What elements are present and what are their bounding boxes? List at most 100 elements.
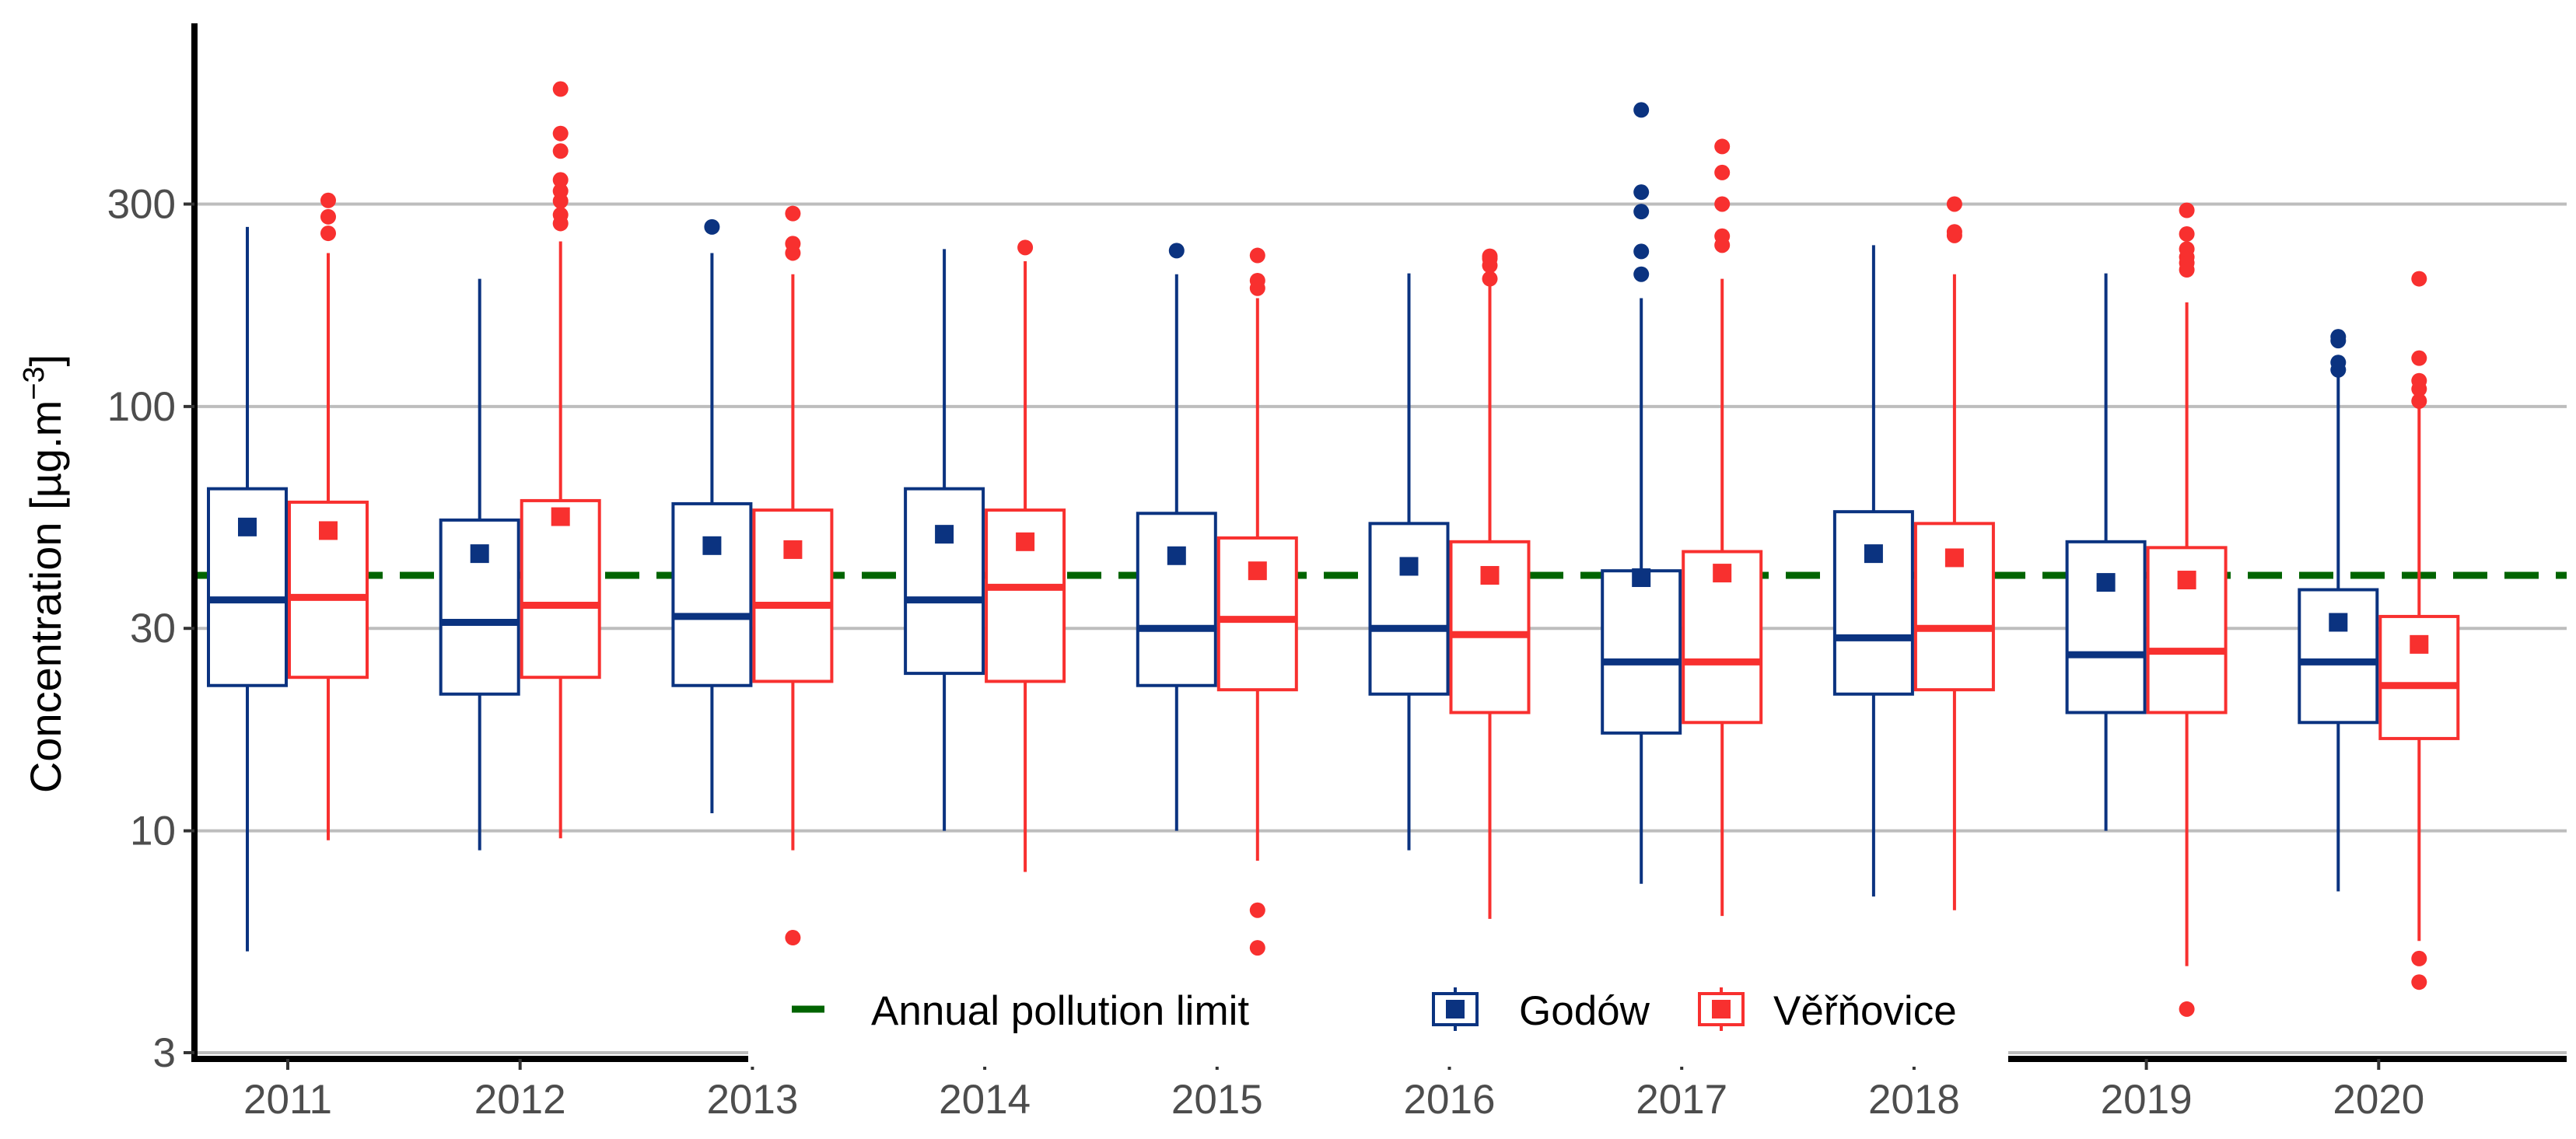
outlier-point — [2330, 355, 2347, 371]
box-godow-2020 — [2298, 329, 2379, 892]
legend-key-mean — [1446, 1000, 1465, 1018]
outlier-point — [552, 183, 569, 199]
outlier-point — [552, 125, 569, 142]
mean-marker — [551, 507, 570, 526]
mean-marker — [2410, 634, 2429, 654]
mean-marker — [702, 536, 722, 555]
y-axis-title-main: Concentration [µg.m — [21, 400, 70, 793]
outlier-point — [2179, 241, 2195, 257]
legend: Annual pollution limit Godów Věřňovice — [748, 970, 2008, 1067]
outlier-point — [785, 930, 801, 946]
outlier-point — [1168, 243, 1185, 259]
box-verinovice-2020 — [2378, 271, 2460, 991]
outlier-point — [320, 192, 336, 208]
outlier-point — [320, 208, 336, 225]
box-godow-2011 — [207, 226, 288, 952]
outlier-point — [704, 218, 720, 235]
x-tick-label: 2016 — [1404, 1077, 1496, 1123]
outlier-point — [1714, 138, 1731, 155]
outlier-point — [552, 81, 569, 97]
x-tick-label: 2017 — [1636, 1077, 1727, 1123]
legend-label-verinovice: Věřňovice — [1773, 988, 1957, 1034]
mean-marker — [2329, 613, 2348, 632]
outlier-point — [1946, 196, 1962, 212]
outlier-point — [1482, 271, 1498, 287]
outlier-point — [2179, 225, 2195, 242]
x-tick-label: 2011 — [243, 1077, 332, 1123]
legend-key-mean — [1712, 1000, 1731, 1018]
outlier-point — [1249, 272, 1265, 288]
box-body — [752, 508, 834, 683]
outlier-point — [2411, 372, 2427, 389]
legend-label-godow: Godów — [1519, 988, 1650, 1034]
mean-marker — [319, 521, 338, 540]
x-tick-label: 2014 — [939, 1077, 1031, 1123]
outlier-point — [2330, 329, 2347, 345]
box-body — [2298, 588, 2379, 725]
box-body — [2378, 614, 2460, 740]
box-verinovice-2012 — [520, 81, 601, 839]
outlier-point — [1714, 164, 1731, 180]
outlier-point — [2179, 202, 2195, 218]
legend-key-verinovice — [1698, 987, 1745, 1031]
box-godow-2013 — [671, 218, 753, 814]
x-tick-label: 2019 — [2101, 1077, 2193, 1123]
box-body — [439, 518, 520, 696]
mean-marker — [935, 525, 954, 544]
outlier-point — [1633, 243, 1650, 260]
mean-marker — [470, 544, 489, 564]
y-axis-title: Concentration [µg.m−3] — [18, 355, 70, 793]
box-godow-2019 — [2065, 273, 2147, 831]
box-godow-2017 — [1601, 102, 1682, 884]
mean-marker — [1167, 546, 1186, 565]
outlier-point — [1249, 940, 1265, 956]
boxplots — [207, 81, 2460, 1017]
box-body — [2065, 540, 2147, 714]
box-verinovice-2019 — [2146, 202, 2228, 1017]
box-verinovice-2011 — [288, 192, 369, 840]
outlier-point — [1249, 247, 1265, 264]
box-verinovice-2016 — [1449, 248, 1531, 919]
y-axis-title-close: ] — [21, 355, 70, 367]
outlier-point — [2411, 974, 2427, 991]
y-tick-label: 100 — [107, 384, 176, 430]
outlier-point — [1482, 248, 1498, 264]
x-tick-label: 2013 — [706, 1077, 798, 1123]
y-tick-label: 300 — [107, 181, 176, 227]
legend-label-reference-line: Annual pollution limit — [871, 988, 1249, 1034]
box-body — [520, 498, 601, 680]
box-body — [1832, 510, 1914, 696]
box-verinovice-2018 — [1913, 196, 1995, 910]
mean-marker — [1480, 566, 1500, 585]
outlier-point — [552, 143, 569, 159]
box-godow-2015 — [1136, 243, 1217, 831]
box-body — [1136, 512, 1217, 687]
box-body — [1601, 569, 1682, 735]
box-body — [671, 501, 753, 687]
outlier-point — [1946, 224, 1962, 240]
mean-marker — [2096, 573, 2116, 592]
y-tick-label: 10 — [130, 809, 176, 854]
box-godow-2016 — [1368, 273, 1450, 851]
outlier-point — [1017, 239, 1034, 256]
mean-marker — [783, 540, 803, 559]
outlier-point — [2411, 350, 2427, 366]
y-tick-label: 30 — [130, 606, 176, 652]
outlier-point — [1714, 228, 1731, 244]
mean-marker — [1713, 564, 1732, 583]
y-axis-title-exponent: −3 — [18, 366, 51, 400]
box-verinovice-2014 — [985, 239, 1066, 872]
outlier-point — [1633, 266, 1650, 282]
outlier-point — [1714, 196, 1731, 212]
x-tick-label: 2012 — [474, 1077, 566, 1123]
x-tick-label: 2020 — [2333, 1077, 2424, 1123]
outlier-point — [2411, 950, 2427, 966]
box-verinovice-2015 — [1216, 247, 1298, 956]
outlier-point — [785, 236, 801, 252]
mean-marker — [1632, 568, 1651, 588]
box-body — [1216, 536, 1298, 692]
legend-key-godow — [1432, 987, 1479, 1031]
box-godow-2018 — [1832, 245, 1914, 897]
mean-marker — [1016, 532, 1035, 551]
